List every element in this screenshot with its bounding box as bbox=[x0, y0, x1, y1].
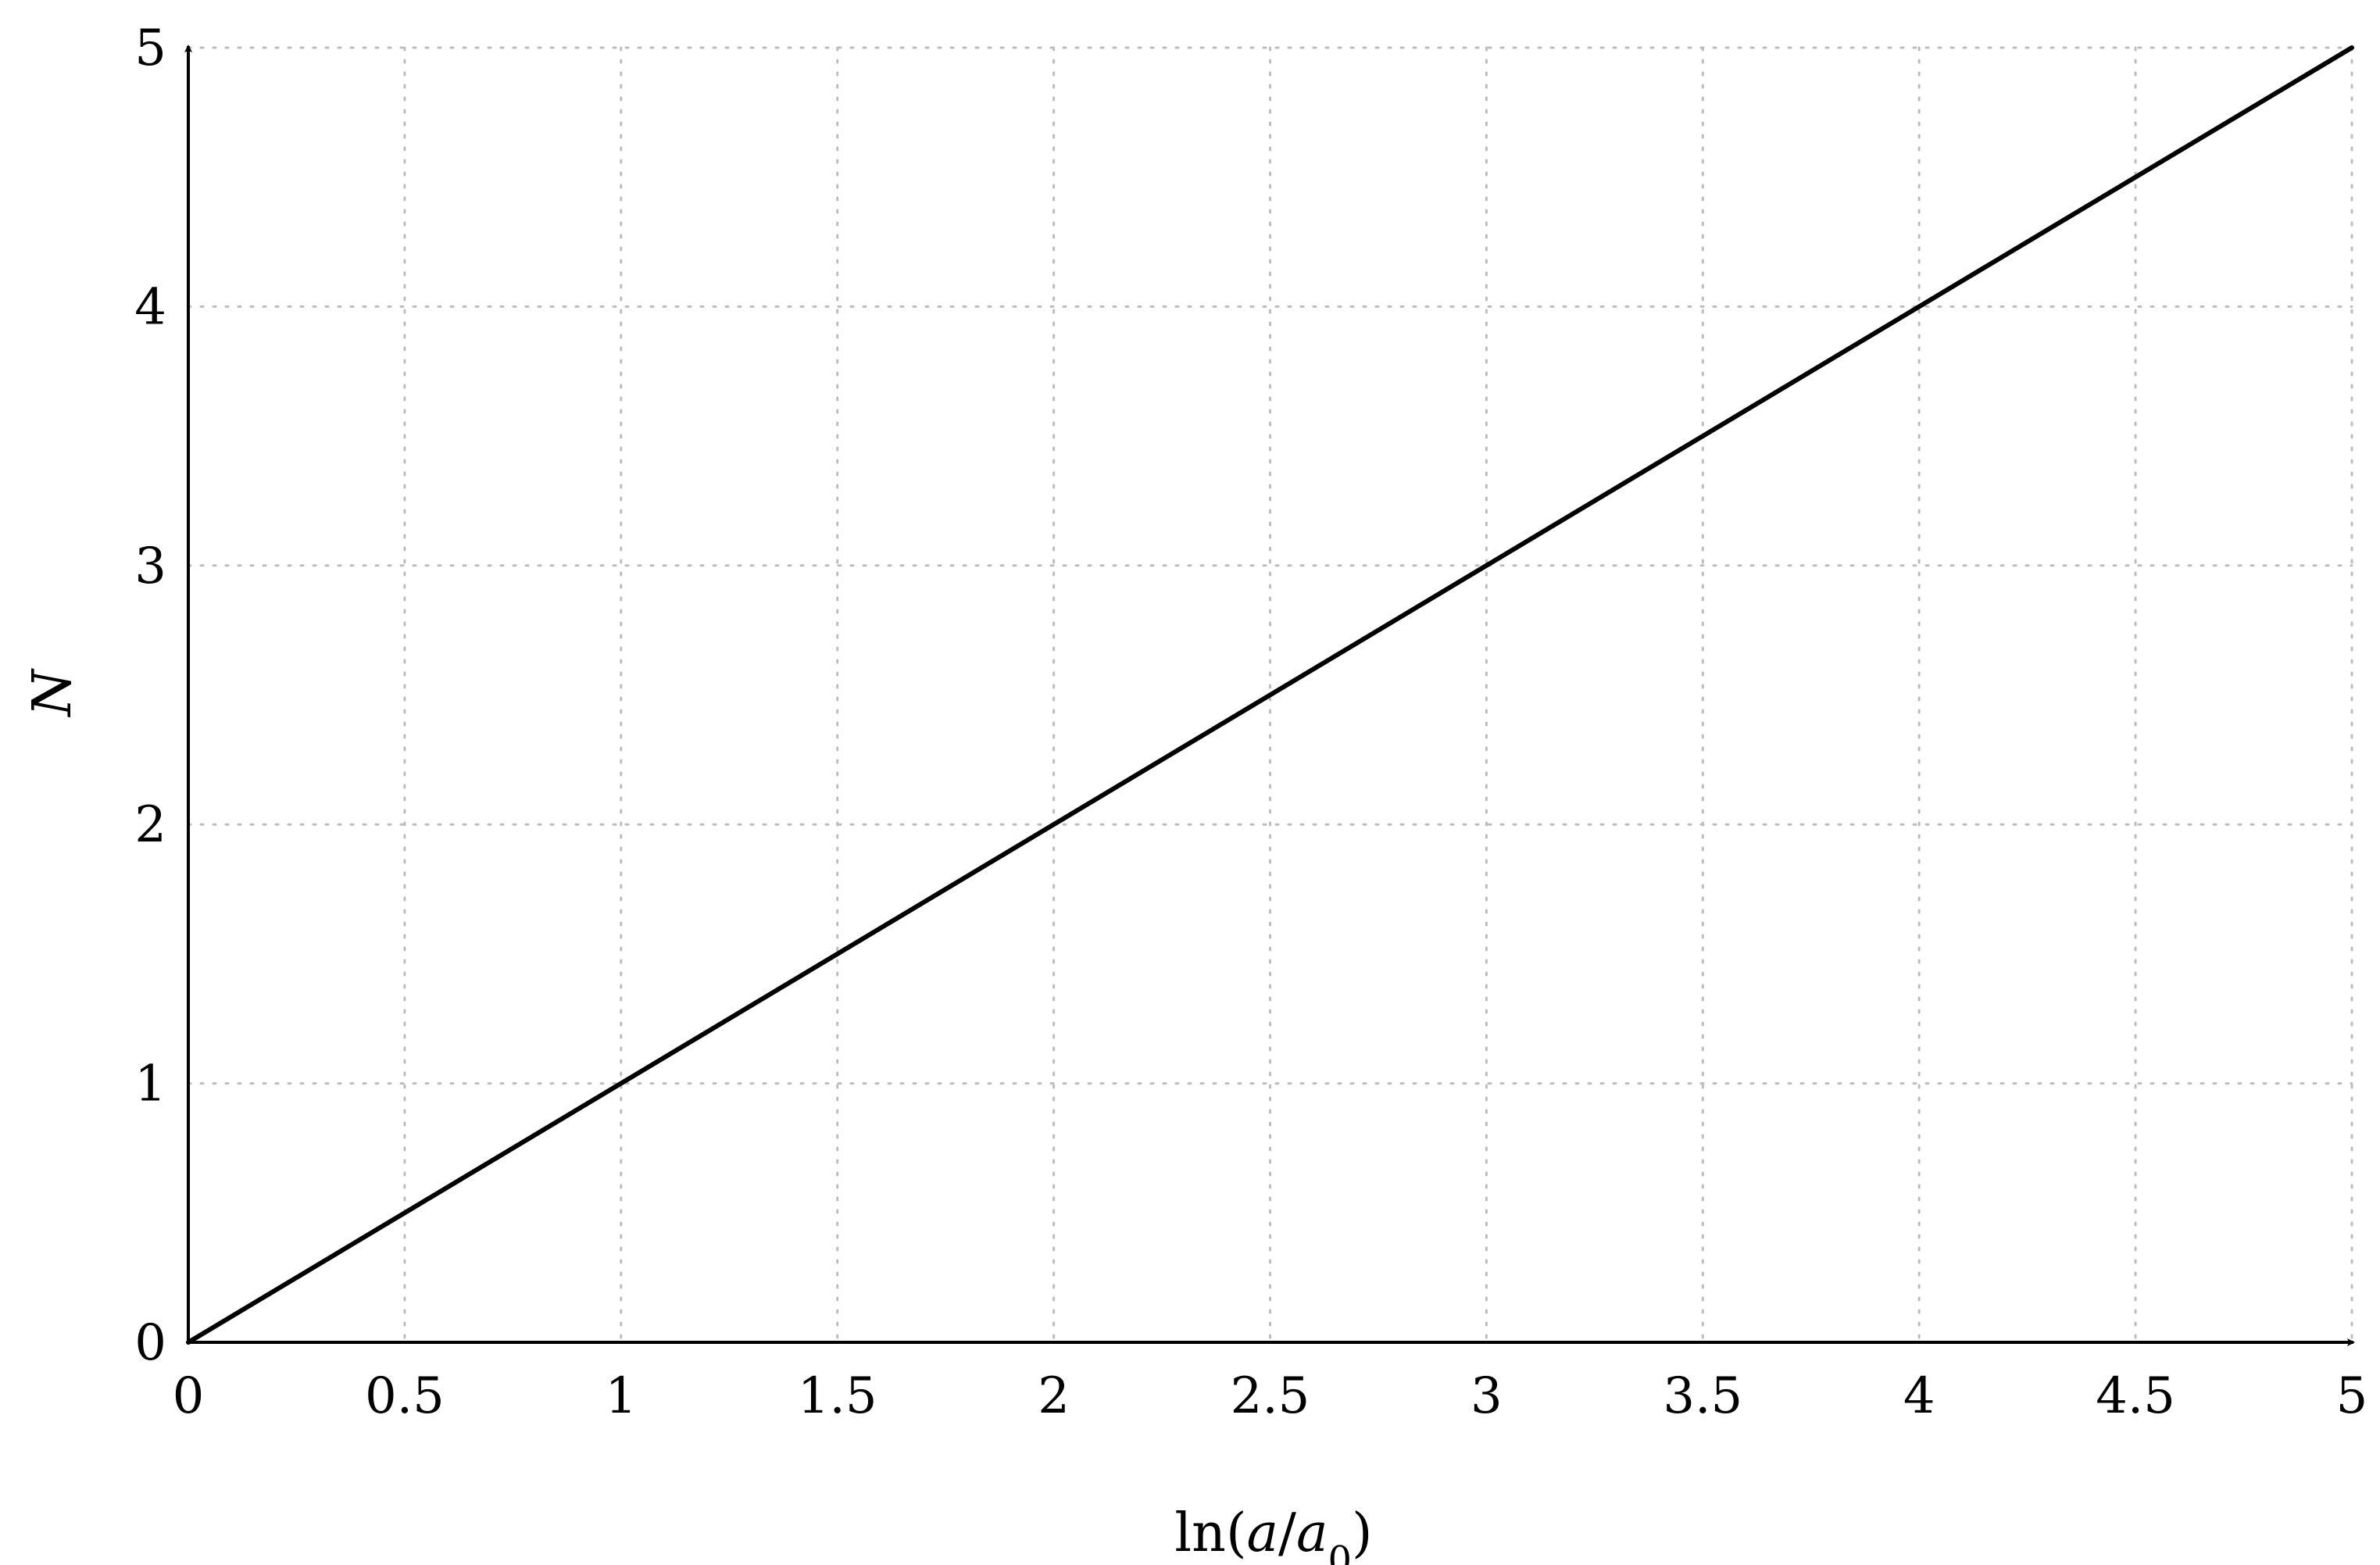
x-tick-label: 3.5 bbox=[1663, 1367, 1742, 1425]
axes bbox=[184, 45, 2355, 1346]
x-tick-label: 4.5 bbox=[2096, 1367, 2175, 1425]
x-tick-label: 0 bbox=[173, 1367, 205, 1425]
series-lines bbox=[186, 45, 2354, 1345]
x-tick-label: 4 bbox=[1903, 1367, 1935, 1425]
y-axis-label: N bbox=[22, 668, 84, 718]
y-tick-label: 3 bbox=[134, 538, 166, 595]
x-tick-label: 3 bbox=[1471, 1367, 1503, 1425]
grid bbox=[187, 46, 2353, 1344]
y-tick-labels: 0 1 2 3 4 5 bbox=[134, 20, 166, 1372]
x-tick-labels: 0 0.5 1 1.5 2 2.5 3 3.5 4 4.5 5 bbox=[173, 1367, 2368, 1425]
x-tick-label: 5 bbox=[2336, 1367, 2368, 1425]
y-tick-label: 2 bbox=[134, 796, 166, 854]
x-tick-label: 2 bbox=[1038, 1367, 1070, 1425]
y-tick-label: 0 bbox=[134, 1314, 166, 1372]
x-tick-label: 1 bbox=[605, 1367, 637, 1425]
x-tick-label: 1.5 bbox=[798, 1367, 877, 1425]
x-axis-label: ln(a/a0) bbox=[1174, 1502, 1372, 1565]
series-line bbox=[186, 45, 2354, 1345]
y-tick-label: 1 bbox=[134, 1056, 166, 1113]
y-tick-label: 4 bbox=[134, 278, 166, 336]
y-tick-label: 5 bbox=[134, 20, 166, 77]
x-tick-label: 2.5 bbox=[1231, 1367, 1310, 1425]
x-tick-label: 0.5 bbox=[365, 1367, 445, 1425]
